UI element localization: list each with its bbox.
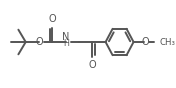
Text: N: N bbox=[62, 32, 69, 42]
Text: H: H bbox=[63, 39, 69, 48]
Text: O: O bbox=[35, 37, 43, 47]
Text: O: O bbox=[49, 13, 56, 23]
Text: O: O bbox=[142, 37, 149, 47]
Text: O: O bbox=[89, 61, 96, 70]
Text: CH₃: CH₃ bbox=[160, 37, 176, 46]
